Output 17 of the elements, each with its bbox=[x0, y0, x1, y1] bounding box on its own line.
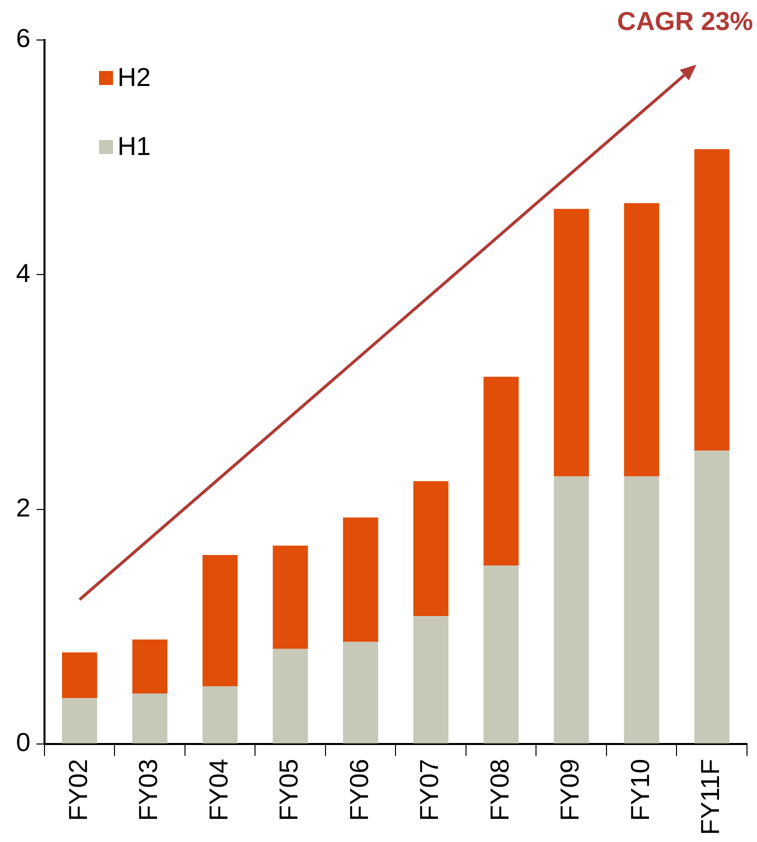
y-tick-label: 2 bbox=[16, 492, 30, 522]
x-tick-label: FY09 bbox=[554, 758, 585, 822]
y-tick-label: 6 bbox=[16, 23, 30, 54]
x-tick-label: FY10 bbox=[624, 758, 655, 822]
text: CAGR 23% bbox=[617, 6, 753, 37]
x-tick-label: FY02 bbox=[62, 758, 93, 822]
x-tick-label: FY11F bbox=[695, 758, 726, 836]
legend-label: H2 bbox=[117, 62, 151, 93]
x-tick-label: FY04 bbox=[203, 758, 234, 822]
x-tick-label: FY06 bbox=[344, 758, 374, 822]
legend-label: H1 bbox=[117, 131, 151, 162]
x-tick-label: FY07 bbox=[414, 758, 444, 822]
y-tick-label: 0 bbox=[16, 727, 30, 758]
x-tick-label: FY08 bbox=[484, 758, 514, 822]
x-tick-label: FY03 bbox=[133, 758, 164, 822]
x-tick-label: FY05 bbox=[274, 758, 304, 822]
y-tick-label: 4 bbox=[16, 258, 30, 288]
